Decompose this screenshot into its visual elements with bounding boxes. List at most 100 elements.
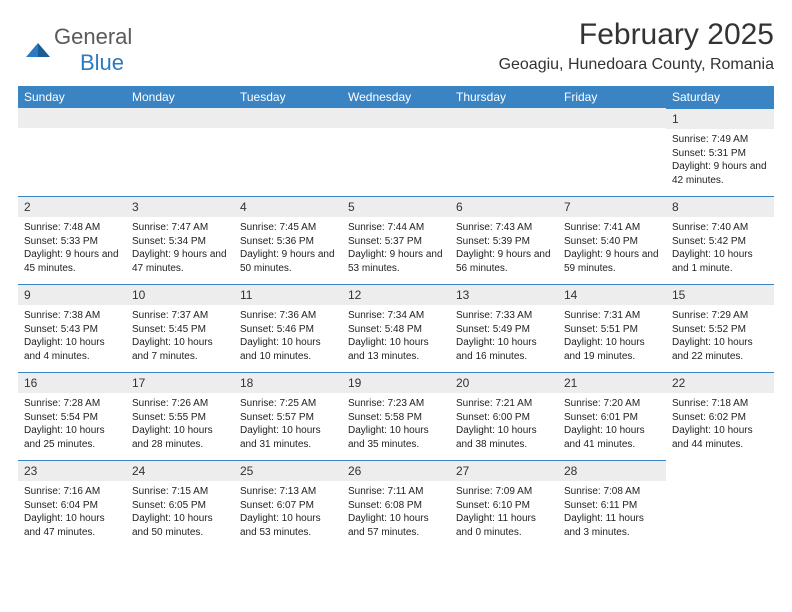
sunset-text: Sunset: 6:00 PM xyxy=(456,411,552,425)
day-details: Sunrise: 7:29 AMSunset: 5:52 PMDaylight:… xyxy=(666,305,774,369)
day-cell: 4Sunrise: 7:45 AMSunset: 5:36 PMDaylight… xyxy=(234,196,342,284)
day-number: 16 xyxy=(18,372,126,393)
sunset-text: Sunset: 5:46 PM xyxy=(240,323,336,337)
day-details: Sunrise: 7:08 AMSunset: 6:11 PMDaylight:… xyxy=(558,481,666,545)
sunrise-text: Sunrise: 7:40 AM xyxy=(672,221,768,235)
day-number: 14 xyxy=(558,284,666,305)
sunset-text: Sunset: 5:55 PM xyxy=(132,411,228,425)
logo-text-2: Blue xyxy=(80,50,124,75)
day-number: 10 xyxy=(126,284,234,305)
sunrise-text: Sunrise: 7:11 AM xyxy=(348,485,444,499)
day-number: 25 xyxy=(234,460,342,481)
empty-day xyxy=(342,108,450,128)
day-cell: 10Sunrise: 7:37 AMSunset: 5:45 PMDayligh… xyxy=(126,284,234,372)
sunset-text: Sunset: 5:43 PM xyxy=(24,323,120,337)
week-row: 9Sunrise: 7:38 AMSunset: 5:43 PMDaylight… xyxy=(18,284,774,372)
sunrise-text: Sunrise: 7:16 AM xyxy=(24,485,120,499)
empty-day xyxy=(450,108,558,128)
sunset-text: Sunset: 5:39 PM xyxy=(456,235,552,249)
sunset-text: Sunset: 6:08 PM xyxy=(348,499,444,513)
day-details: Sunrise: 7:31 AMSunset: 5:51 PMDaylight:… xyxy=(558,305,666,369)
day-number: 19 xyxy=(342,372,450,393)
day-cell: 25Sunrise: 7:13 AMSunset: 6:07 PMDayligh… xyxy=(234,460,342,548)
daylight-text: Daylight: 10 hours and 22 minutes. xyxy=(672,336,768,363)
daylight-text: Daylight: 10 hours and 38 minutes. xyxy=(456,424,552,451)
day-details: Sunrise: 7:15 AMSunset: 6:05 PMDaylight:… xyxy=(126,481,234,545)
sunset-text: Sunset: 5:36 PM xyxy=(240,235,336,249)
day-header: Friday xyxy=(558,86,666,108)
day-cell: 3Sunrise: 7:47 AMSunset: 5:34 PMDaylight… xyxy=(126,196,234,284)
day-details: Sunrise: 7:20 AMSunset: 6:01 PMDaylight:… xyxy=(558,393,666,457)
sunrise-text: Sunrise: 7:43 AM xyxy=(456,221,552,235)
daylight-text: Daylight: 10 hours and 47 minutes. xyxy=(24,512,120,539)
sunrise-text: Sunrise: 7:20 AM xyxy=(564,397,660,411)
sunset-text: Sunset: 5:48 PM xyxy=(348,323,444,337)
week-row: 16Sunrise: 7:28 AMSunset: 5:54 PMDayligh… xyxy=(18,372,774,460)
day-cell: 17Sunrise: 7:26 AMSunset: 5:55 PMDayligh… xyxy=(126,372,234,460)
sunset-text: Sunset: 5:58 PM xyxy=(348,411,444,425)
sunset-text: Sunset: 6:04 PM xyxy=(24,499,120,513)
sunrise-text: Sunrise: 7:38 AM xyxy=(24,309,120,323)
header: General Blue February 2025 Geoagiu, Hune… xyxy=(18,18,774,76)
sunrise-text: Sunrise: 7:47 AM xyxy=(132,221,228,235)
daylight-text: Daylight: 10 hours and 7 minutes. xyxy=(132,336,228,363)
empty-day xyxy=(558,108,666,128)
day-details: Sunrise: 7:40 AMSunset: 5:42 PMDaylight:… xyxy=(666,217,774,281)
day-details: Sunrise: 7:25 AMSunset: 5:57 PMDaylight:… xyxy=(234,393,342,457)
daylight-text: Daylight: 10 hours and 10 minutes. xyxy=(240,336,336,363)
sunset-text: Sunset: 5:31 PM xyxy=(672,147,768,161)
daylight-text: Daylight: 10 hours and 53 minutes. xyxy=(240,512,336,539)
day-number: 1 xyxy=(666,108,774,129)
day-cell xyxy=(666,460,774,548)
day-header: Saturday xyxy=(666,86,774,108)
day-details: Sunrise: 7:11 AMSunset: 6:08 PMDaylight:… xyxy=(342,481,450,545)
daylight-text: Daylight: 10 hours and 25 minutes. xyxy=(24,424,120,451)
sunset-text: Sunset: 5:54 PM xyxy=(24,411,120,425)
day-details: Sunrise: 7:45 AMSunset: 5:36 PMDaylight:… xyxy=(234,217,342,281)
week-row: 2Sunrise: 7:48 AMSunset: 5:33 PMDaylight… xyxy=(18,196,774,284)
day-header: Wednesday xyxy=(342,86,450,108)
day-cell: 1Sunrise: 7:49 AMSunset: 5:31 PMDaylight… xyxy=(666,108,774,196)
day-cell xyxy=(342,108,450,196)
day-cell: 13Sunrise: 7:33 AMSunset: 5:49 PMDayligh… xyxy=(450,284,558,372)
sunset-text: Sunset: 5:45 PM xyxy=(132,323,228,337)
day-details: Sunrise: 7:43 AMSunset: 5:39 PMDaylight:… xyxy=(450,217,558,281)
sunset-text: Sunset: 6:07 PM xyxy=(240,499,336,513)
daylight-text: Daylight: 10 hours and 31 minutes. xyxy=(240,424,336,451)
calendar-table: Sunday Monday Tuesday Wednesday Thursday… xyxy=(18,86,774,548)
day-number: 8 xyxy=(666,196,774,217)
daylight-text: Daylight: 9 hours and 59 minutes. xyxy=(564,248,660,275)
day-cell: 26Sunrise: 7:11 AMSunset: 6:08 PMDayligh… xyxy=(342,460,450,548)
daylight-text: Daylight: 10 hours and 35 minutes. xyxy=(348,424,444,451)
day-cell: 16Sunrise: 7:28 AMSunset: 5:54 PMDayligh… xyxy=(18,372,126,460)
daylight-text: Daylight: 10 hours and 50 minutes. xyxy=(132,512,228,539)
day-cell: 21Sunrise: 7:20 AMSunset: 6:01 PMDayligh… xyxy=(558,372,666,460)
sunset-text: Sunset: 6:11 PM xyxy=(564,499,660,513)
sunrise-text: Sunrise: 7:44 AM xyxy=(348,221,444,235)
day-number: 6 xyxy=(450,196,558,217)
day-details: Sunrise: 7:36 AMSunset: 5:46 PMDaylight:… xyxy=(234,305,342,369)
sunrise-text: Sunrise: 7:21 AM xyxy=(456,397,552,411)
day-cell: 8Sunrise: 7:40 AMSunset: 5:42 PMDaylight… xyxy=(666,196,774,284)
daylight-text: Daylight: 10 hours and 19 minutes. xyxy=(564,336,660,363)
sunrise-text: Sunrise: 7:09 AM xyxy=(456,485,552,499)
empty-day xyxy=(126,108,234,128)
sunset-text: Sunset: 5:51 PM xyxy=(564,323,660,337)
day-details: Sunrise: 7:38 AMSunset: 5:43 PMDaylight:… xyxy=(18,305,126,369)
day-details: Sunrise: 7:34 AMSunset: 5:48 PMDaylight:… xyxy=(342,305,450,369)
title-block: February 2025 Geoagiu, Hunedoara County,… xyxy=(499,18,774,74)
day-details: Sunrise: 7:16 AMSunset: 6:04 PMDaylight:… xyxy=(18,481,126,545)
day-details: Sunrise: 7:09 AMSunset: 6:10 PMDaylight:… xyxy=(450,481,558,545)
day-details: Sunrise: 7:18 AMSunset: 6:02 PMDaylight:… xyxy=(666,393,774,457)
sunrise-text: Sunrise: 7:49 AM xyxy=(672,133,768,147)
daylight-text: Daylight: 10 hours and 28 minutes. xyxy=(132,424,228,451)
day-details: Sunrise: 7:41 AMSunset: 5:40 PMDaylight:… xyxy=(558,217,666,281)
sunrise-text: Sunrise: 7:15 AM xyxy=(132,485,228,499)
sunrise-text: Sunrise: 7:25 AM xyxy=(240,397,336,411)
day-details: Sunrise: 7:13 AMSunset: 6:07 PMDaylight:… xyxy=(234,481,342,545)
sunset-text: Sunset: 5:52 PM xyxy=(672,323,768,337)
location: Geoagiu, Hunedoara County, Romania xyxy=(499,56,774,74)
day-cell: 19Sunrise: 7:23 AMSunset: 5:58 PMDayligh… xyxy=(342,372,450,460)
sunset-text: Sunset: 5:40 PM xyxy=(564,235,660,249)
day-cell: 24Sunrise: 7:15 AMSunset: 6:05 PMDayligh… xyxy=(126,460,234,548)
